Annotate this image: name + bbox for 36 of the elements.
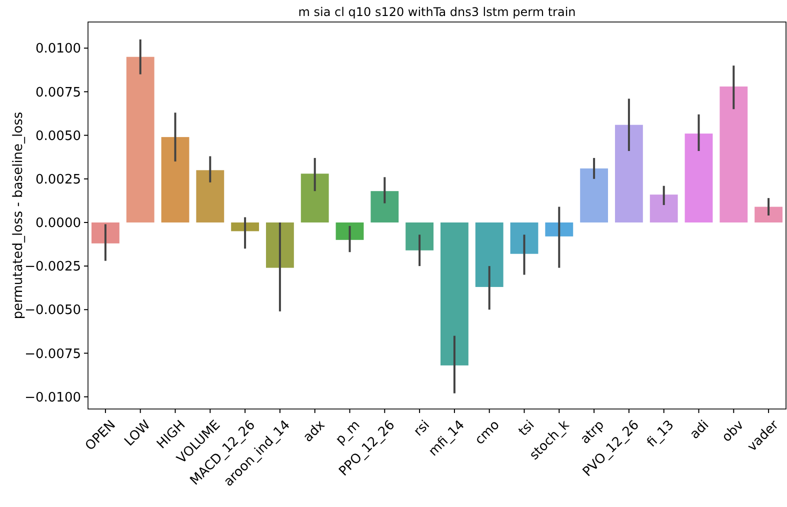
- bar: [684, 134, 713, 222]
- bar: [231, 222, 260, 232]
- bar: [614, 124, 643, 222]
- bar: [300, 174, 329, 222]
- chart-title: m sia cl q10 s120 withTa dns3 lstm perm train: [298, 5, 576, 19]
- y-axis-title: permutated_loss - baseline_loss: [11, 112, 26, 320]
- y-tick-label: −0.0100: [24, 390, 81, 406]
- bar: [720, 86, 748, 222]
- x-tick-label: obv: [719, 418, 748, 446]
- y-tick-label: −0.0025: [24, 260, 81, 275]
- y-tick-label: 0.0000: [36, 216, 81, 232]
- x-tick-label: rsi: [411, 418, 433, 440]
- x-tick-label: cmo: [472, 418, 503, 448]
- x-tick-label: adx: [300, 418, 328, 446]
- y-tick-label: 0.0075: [36, 85, 81, 100]
- bar: [196, 170, 224, 222]
- y-tick-label: −0.0050: [24, 303, 81, 318]
- bar: [475, 222, 504, 287]
- bar: [266, 222, 294, 268]
- y-tick-label: 0.0050: [36, 128, 81, 144]
- bar: [406, 222, 434, 250]
- bar: [545, 222, 574, 236]
- bar: [510, 222, 538, 254]
- y-tick-label: 0.0100: [36, 42, 81, 57]
- bar: [336, 222, 364, 240]
- bar: [126, 56, 154, 222]
- y-tick-label: −0.0075: [24, 346, 81, 362]
- y-tick-label: 0.0025: [36, 172, 81, 188]
- bar: [91, 222, 120, 244]
- bar: [754, 206, 783, 222]
- bar: [440, 222, 468, 366]
- bar: [161, 137, 190, 222]
- bar: [650, 194, 678, 222]
- bar: [580, 168, 608, 222]
- x-tick-label: adi: [687, 418, 712, 442]
- bar: [370, 191, 399, 222]
